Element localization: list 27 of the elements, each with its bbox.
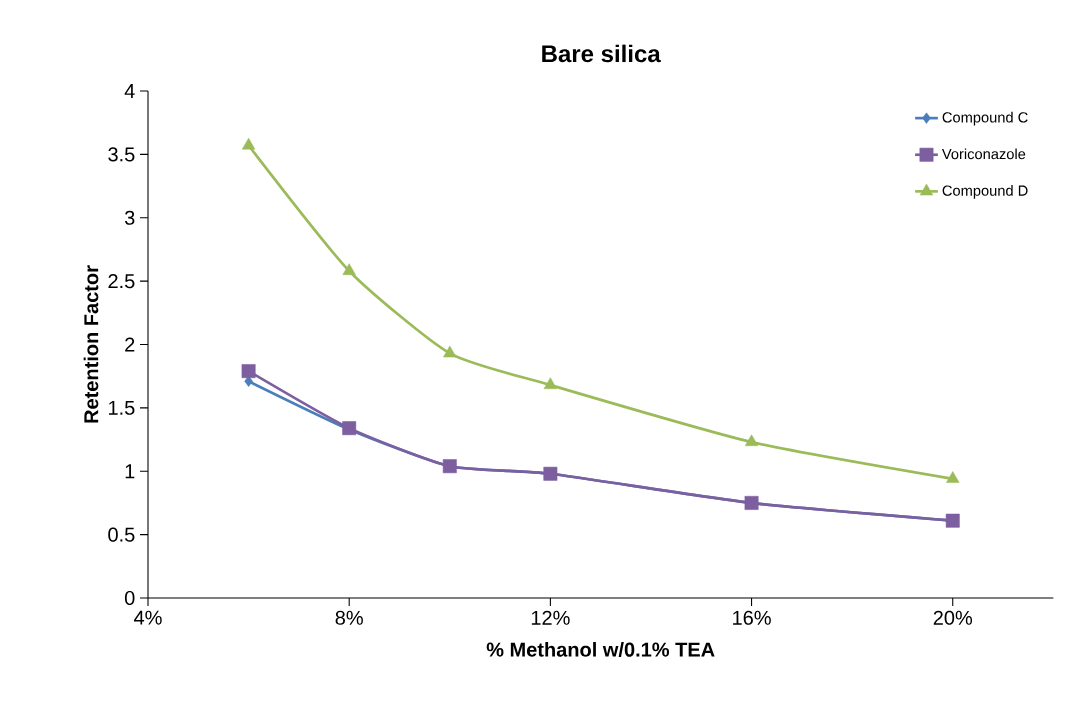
y-tick-label: 1: [125, 464, 135, 479]
point: [443, 345, 457, 358]
x-axis-title: % Methanol w/0.1% TEA: [486, 642, 715, 657]
point: [744, 434, 759, 447]
chart-title: Bare silica: [542, 44, 661, 63]
point: [342, 263, 356, 275]
y-tick-label: 2.5: [108, 274, 135, 289]
legend-label: Compound D: [942, 185, 1028, 199]
point: [946, 471, 960, 483]
y-tick-label: 0: [124, 590, 135, 606]
y-tick-label: 3.5: [108, 147, 135, 162]
y-tick-label: 1.5: [109, 400, 135, 415]
y-tick-label: 2: [125, 337, 135, 352]
point: [241, 137, 256, 150]
x-tick-label: 12%: [531, 610, 570, 625]
y-tick-label: 4: [124, 84, 135, 98]
legend-label: Voriconazole: [941, 148, 1026, 160]
x-tick-label: 8%: [335, 610, 363, 625]
point: [241, 364, 256, 379]
point: [543, 377, 557, 389]
x-tick-label: 4%: [134, 610, 162, 625]
x-tick-label: 20%: [933, 610, 973, 625]
y-axis-title: Retention Factor: [83, 265, 99, 423]
y-tick-label: 3: [124, 210, 135, 225]
x-tick-label: 16%: [733, 610, 771, 625]
y-tick-label: 0.5: [108, 527, 135, 542]
legend-label: Compound C: [942, 111, 1028, 126]
